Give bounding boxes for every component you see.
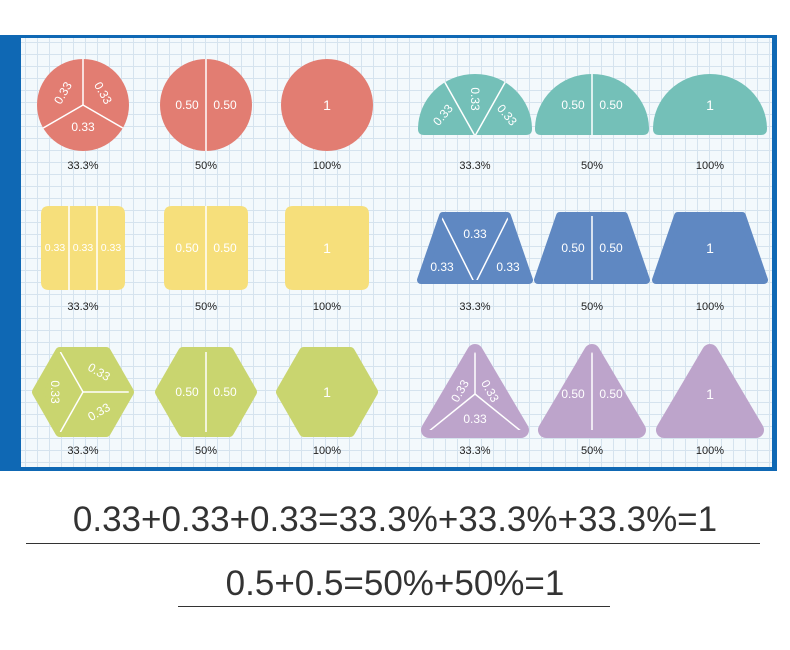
percent-caption: 33.3%: [459, 445, 490, 457]
fraction-value: 1: [706, 240, 714, 256]
semicircle-piece[interactable]: 0.330.330.33: [418, 74, 532, 136]
percent-caption: 33.3%: [67, 301, 98, 313]
fraction-value: 0.33: [468, 87, 482, 111]
trapezoid-shape: [652, 212, 768, 284]
percent-caption: 100%: [313, 445, 341, 457]
fraction-value: 0.50: [561, 387, 585, 401]
fraction-value: 0.50: [213, 385, 237, 399]
percent-caption: 50%: [581, 160, 603, 172]
percent-caption: 50%: [195, 301, 217, 313]
fraction-value: 0.50: [561, 98, 585, 112]
equation-underline: [178, 606, 610, 607]
fraction-value: 0.33: [101, 242, 122, 254]
fraction-value: 0.33: [45, 242, 66, 254]
divider-line: [442, 78, 476, 135]
fraction-value: 0.50: [599, 98, 623, 112]
fraction-value: 0.50: [175, 385, 199, 399]
square-piece[interactable]: 0.33 0.33 0.33: [41, 203, 125, 293]
semicircle-shape: [653, 74, 767, 135]
fraction-value: 0.33: [496, 260, 520, 274]
fraction-value: 0.50: [175, 98, 199, 112]
fraction-value: 0.33: [430, 260, 454, 274]
fraction-value: 0.50: [561, 241, 585, 255]
trapezoid-piece[interactable]: 0.50 0.50: [534, 188, 650, 308]
triangle-shape: [656, 344, 764, 438]
square-piece[interactable]: 1: [285, 206, 369, 290]
fraction-value: 0.33: [48, 380, 62, 404]
grid-paper: [21, 38, 772, 467]
fraction-value: 0.33: [463, 412, 487, 426]
percent-caption: 50%: [581, 445, 603, 457]
fraction-value: 1: [323, 97, 331, 113]
hexagon-piece[interactable]: 0.50 0.50: [155, 332, 257, 452]
fraction-value: 0.50: [213, 98, 237, 112]
fraction-value: 0.33: [73, 242, 94, 254]
hexagon-shape: [276, 347, 378, 437]
divider-line: [429, 393, 476, 430]
fraction-value: 0.50: [599, 241, 623, 255]
fraction-value: 0.33: [71, 120, 95, 134]
grid-board: [0, 35, 777, 471]
semicircle-piece[interactable]: 0.50 0.50: [535, 45, 649, 165]
fraction-value: 1: [323, 384, 331, 400]
semicircle-shape: [418, 74, 532, 135]
equation-halves: 0.5+0.5=50%+50%=1: [225, 564, 565, 603]
square-shape: [41, 206, 125, 290]
divider-line: [474, 393, 521, 430]
divider-line: [82, 104, 129, 132]
percent-caption: 50%: [195, 445, 217, 457]
fraction-value: 0.50: [599, 387, 623, 401]
trapezoid-shape: [417, 212, 533, 284]
triangle-piece[interactable]: 1: [656, 344, 764, 438]
semicircle-piece[interactable]: 1: [653, 74, 767, 135]
percent-caption: 100%: [313, 301, 341, 313]
fraction-value: 0.50: [175, 241, 199, 255]
trapezoid-piece[interactable]: 0.33 0.33 0.33: [417, 212, 533, 284]
square-shape: [285, 206, 369, 290]
fraction-value: 1: [706, 386, 714, 402]
fraction-value: 0.50: [213, 241, 237, 255]
fraction-value: 0.33: [463, 227, 487, 241]
percent-caption: 33.3%: [67, 445, 98, 457]
triangle-piece[interactable]: 0.33 0.330.33: [421, 342, 529, 438]
percent-caption: 100%: [696, 160, 724, 172]
circle-shape: [281, 59, 373, 151]
triangle-piece[interactable]: 0.50 0.50: [538, 334, 646, 454]
fraction-value: 1: [706, 97, 714, 113]
circle-piece[interactable]: 1: [281, 59, 373, 151]
hexagon-piece[interactable]: 1: [276, 347, 378, 437]
circle-piece[interactable]: 0.50 0.50: [160, 45, 252, 165]
divider-line: [56, 352, 84, 393]
divider-line: [56, 391, 84, 432]
percent-caption: 33.3%: [459, 160, 490, 172]
divider-line: [37, 104, 84, 132]
percent-caption: 33.3%: [459, 301, 490, 313]
hexagon-piece[interactable]: 0.330.330.33: [32, 346, 135, 438]
percent-caption: 100%: [696, 301, 724, 313]
percent-caption: 50%: [581, 301, 603, 313]
percent-caption: 100%: [696, 445, 724, 457]
trapezoid-piece[interactable]: 1: [652, 212, 768, 284]
equation-underline: [26, 543, 760, 544]
divider-line: [474, 216, 512, 280]
divider-line: [474, 78, 508, 135]
percent-caption: 50%: [195, 160, 217, 172]
fraction-value: 1: [323, 240, 331, 256]
circle-piece[interactable]: 0.33 0.330.33: [37, 55, 129, 151]
square-piece[interactable]: 0.50 0.50: [164, 188, 248, 308]
percent-caption: 33.3%: [67, 160, 98, 172]
divider-line: [438, 216, 476, 280]
equation-thirds: 0.33+0.33+0.33=33.3%+33.3%+33.3%=1: [72, 500, 718, 539]
percent-caption: 100%: [313, 160, 341, 172]
